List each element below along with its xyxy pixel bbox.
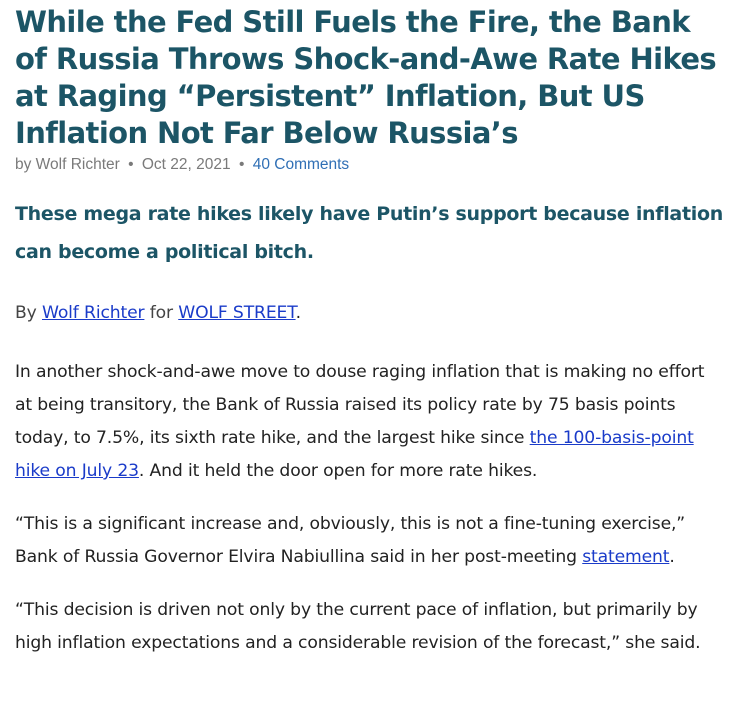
statement-link[interactable]: statement	[582, 547, 670, 567]
byline-for: for	[144, 303, 179, 323]
site-link[interactable]: WOLF STREET	[178, 303, 296, 323]
meta-author: by Wolf Richter	[15, 156, 120, 173]
article-subtitle: These mega rate hikes likely have Putin’…	[15, 203, 723, 263]
paragraph-text: . And it held the door open for more rat…	[138, 461, 538, 481]
meta-date: Oct 22, 2021	[141, 156, 231, 173]
meta-separator: •	[238, 156, 245, 173]
paragraph-text: .	[669, 547, 675, 567]
meta-separator: •	[128, 156, 134, 173]
byline-period: .	[295, 303, 301, 323]
author-link[interactable]: Wolf Richter	[41, 303, 145, 323]
paragraph: “This is a significant increase and, obv…	[15, 508, 723, 574]
paragraph-text: In another shock-and-awe move to douse r…	[15, 362, 705, 448]
paragraph: “This decision is driven not only by the…	[15, 600, 701, 653]
comments-link[interactable]: 40 Comments	[252, 156, 350, 173]
byline-by: By	[15, 303, 42, 323]
article: While the Fed Still Fuels the Fire, the …	[15, 0, 723, 660]
article-meta: by Wolf Richter • Oct 22, 2021 • 40 Comm…	[15, 155, 723, 175]
paragraph: In another shock-and-awe move to douse r…	[15, 356, 723, 488]
july-hike-link[interactable]: the 100-basis-point hike on July 23	[15, 428, 694, 481]
article-title: While the Fed Still Fuels the Fire, the …	[15, 5, 717, 150]
paragraph-text: “This is a significant increase and, obv…	[15, 514, 686, 567]
byline: By Wolf Richter for WOLF STREET.	[15, 297, 723, 330]
